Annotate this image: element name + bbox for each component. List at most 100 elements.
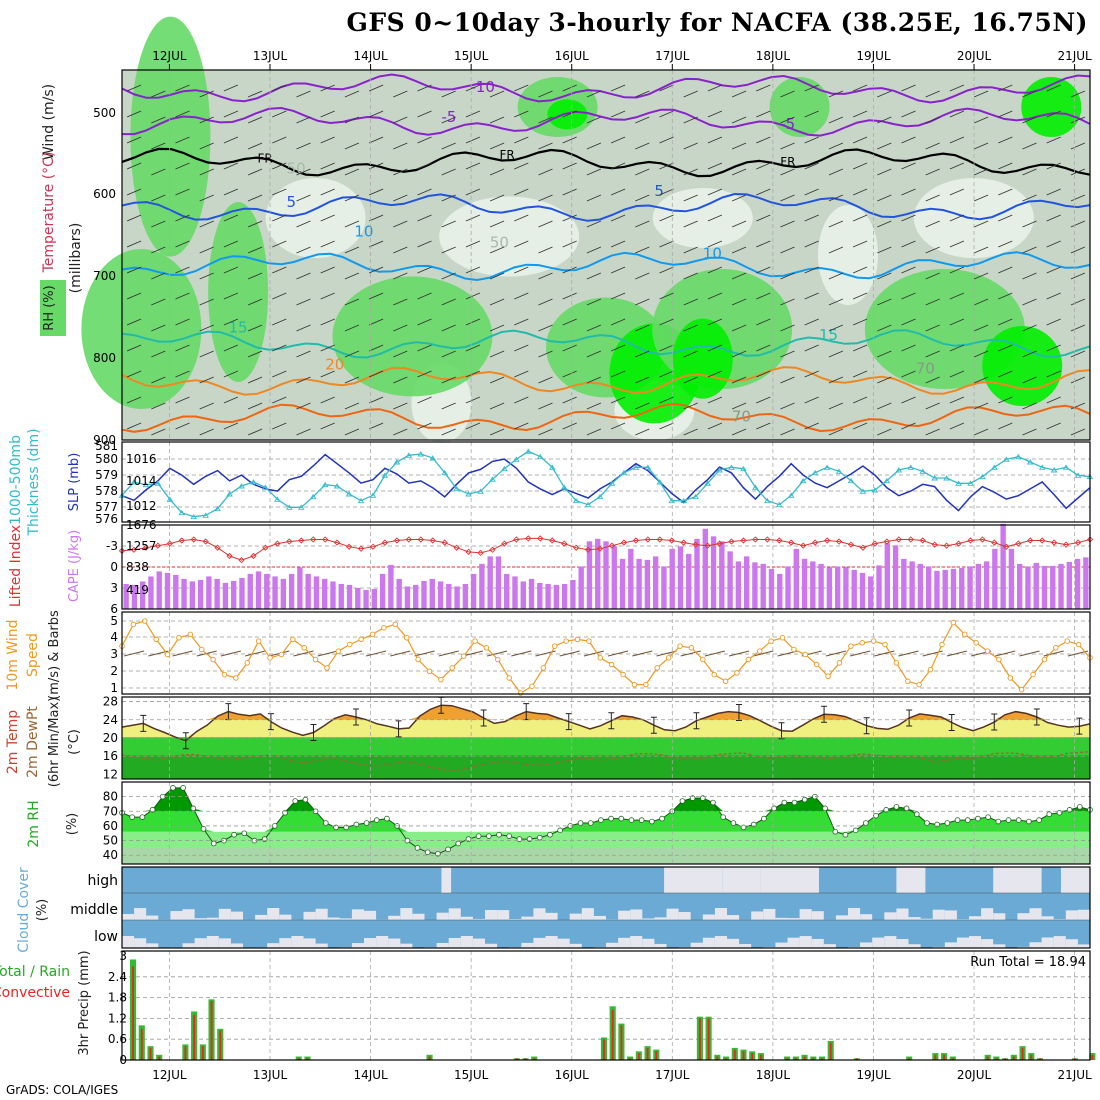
- wind-barb: [828, 90, 844, 98]
- lifted-index-point: [823, 537, 831, 544]
- cape-bar: [570, 579, 576, 609]
- clear-sky-block: [1065, 939, 1078, 948]
- wind-barb: [199, 116, 214, 124]
- wind-barb: [368, 110, 384, 118]
- lifted-index-point: [883, 538, 890, 545]
- thickness-point: [811, 469, 819, 476]
- wind-barb: [1046, 162, 1061, 170]
- wind-barb: [949, 370, 965, 378]
- wind-barb: [514, 370, 529, 378]
- wind-barb: [756, 266, 771, 274]
- clear-sky-block: [364, 938, 377, 948]
- wind-speed-point: [347, 641, 353, 648]
- wind-barb: [223, 292, 239, 300]
- thickness-point: [572, 497, 580, 504]
- clear-sky-block: [182, 909, 195, 920]
- wind-barb: [417, 422, 432, 430]
- contour-label: 50: [490, 234, 509, 252]
- thickness-point: [548, 464, 556, 470]
- wind-barb: [610, 422, 626, 430]
- rh-point: [170, 785, 176, 791]
- wind-speed-point: [813, 661, 820, 668]
- clear-sky-block: [497, 910, 510, 920]
- thickness-point: [1014, 453, 1022, 460]
- wind-barb: [635, 142, 650, 150]
- wind-barb: [804, 188, 819, 196]
- cape-bar: [743, 556, 750, 609]
- wind-barb: [877, 402, 892, 410]
- wind-barb: [949, 344, 965, 352]
- contour-label: 70: [916, 359, 935, 377]
- cape-bar: [313, 576, 320, 609]
- wind-barb: [901, 240, 916, 248]
- wind-barb: [514, 188, 529, 196]
- wind-barb: [538, 246, 553, 254]
- wind-barb: [756, 240, 771, 248]
- cape-bar: [669, 548, 675, 609]
- cape-bar: [975, 563, 981, 609]
- wind-barb: [562, 292, 577, 300]
- cape-bar: [917, 563, 924, 609]
- wind-barb: [126, 136, 142, 144]
- tick-label: 838: [126, 560, 149, 574]
- date-axis: 12JUL 12JUL 13JUL 13JUL 14JUL 14JUL 15JUL 15JUL…: [152, 49, 1092, 1082]
- wind-barb: [828, 220, 844, 228]
- wind-barb: [393, 324, 408, 332]
- thickness-point: [943, 475, 950, 481]
- lifted-index-point: [967, 537, 974, 544]
- wind-speed-point: [950, 619, 957, 626]
- wind-barb: [828, 116, 844, 124]
- wind-barb: [489, 402, 505, 410]
- wind-barb: [610, 188, 626, 196]
- clear-sky-block: [969, 936, 982, 948]
- wind-barb: [489, 116, 505, 124]
- rh-area: [122, 787, 1090, 832]
- wind-barb: [344, 376, 360, 384]
- wind-barb: [949, 318, 965, 326]
- precip-convective-bar: [603, 1039, 605, 1060]
- wind-barb: [828, 402, 844, 410]
- wind-barb: [151, 376, 166, 384]
- wind-speed-point: [153, 636, 159, 643]
- clear-sky-block: [206, 936, 219, 948]
- date-label-top: 17JUL: [655, 49, 690, 63]
- tick-label: 1.8: [108, 991, 127, 1005]
- precip-convective-bar: [219, 1030, 222, 1060]
- wind-barb: [780, 428, 795, 436]
- thickness-point: [752, 484, 759, 490]
- wind-barb: [538, 168, 553, 176]
- wind-barb: [1070, 90, 1086, 98]
- wind-barb: [973, 194, 989, 202]
- wind-barb: [126, 266, 142, 274]
- wind-barb: [828, 246, 844, 254]
- clear-sky-block: [448, 937, 461, 948]
- tick-label: 0: [110, 560, 118, 574]
- thickness-point: [620, 469, 628, 476]
- wind-barb: [680, 650, 701, 657]
- wind-barb: [562, 110, 577, 118]
- contour-label: 70: [732, 408, 751, 426]
- thickness-point: [967, 480, 974, 486]
- thickness-point: [656, 479, 664, 485]
- axis-label: (millibars): [68, 223, 84, 294]
- clear-sky-block: [799, 936, 812, 948]
- wind-barb: [586, 246, 602, 254]
- wind-barb: [683, 220, 698, 228]
- thickness-point: [262, 484, 269, 490]
- cape-bar: [131, 584, 138, 609]
- wind-barb: [393, 376, 408, 384]
- rh-high-area: [122, 787, 1090, 812]
- clear-sky-block: [1029, 908, 1042, 920]
- wind-barb: [344, 350, 360, 358]
- rh-point: [384, 815, 390, 822]
- wind-speed-point: [677, 643, 683, 649]
- tick-label: 580: [95, 452, 118, 466]
- wind-barb: [199, 428, 214, 436]
- wind-barb: [925, 402, 940, 410]
- thickness-point: [704, 480, 711, 486]
- wind-barb: [586, 298, 602, 306]
- minmax-bar: [1033, 708, 1040, 726]
- thickness-point: [1062, 464, 1070, 470]
- cape-bar: [884, 542, 890, 609]
- clear-sky-block: [472, 918, 485, 920]
